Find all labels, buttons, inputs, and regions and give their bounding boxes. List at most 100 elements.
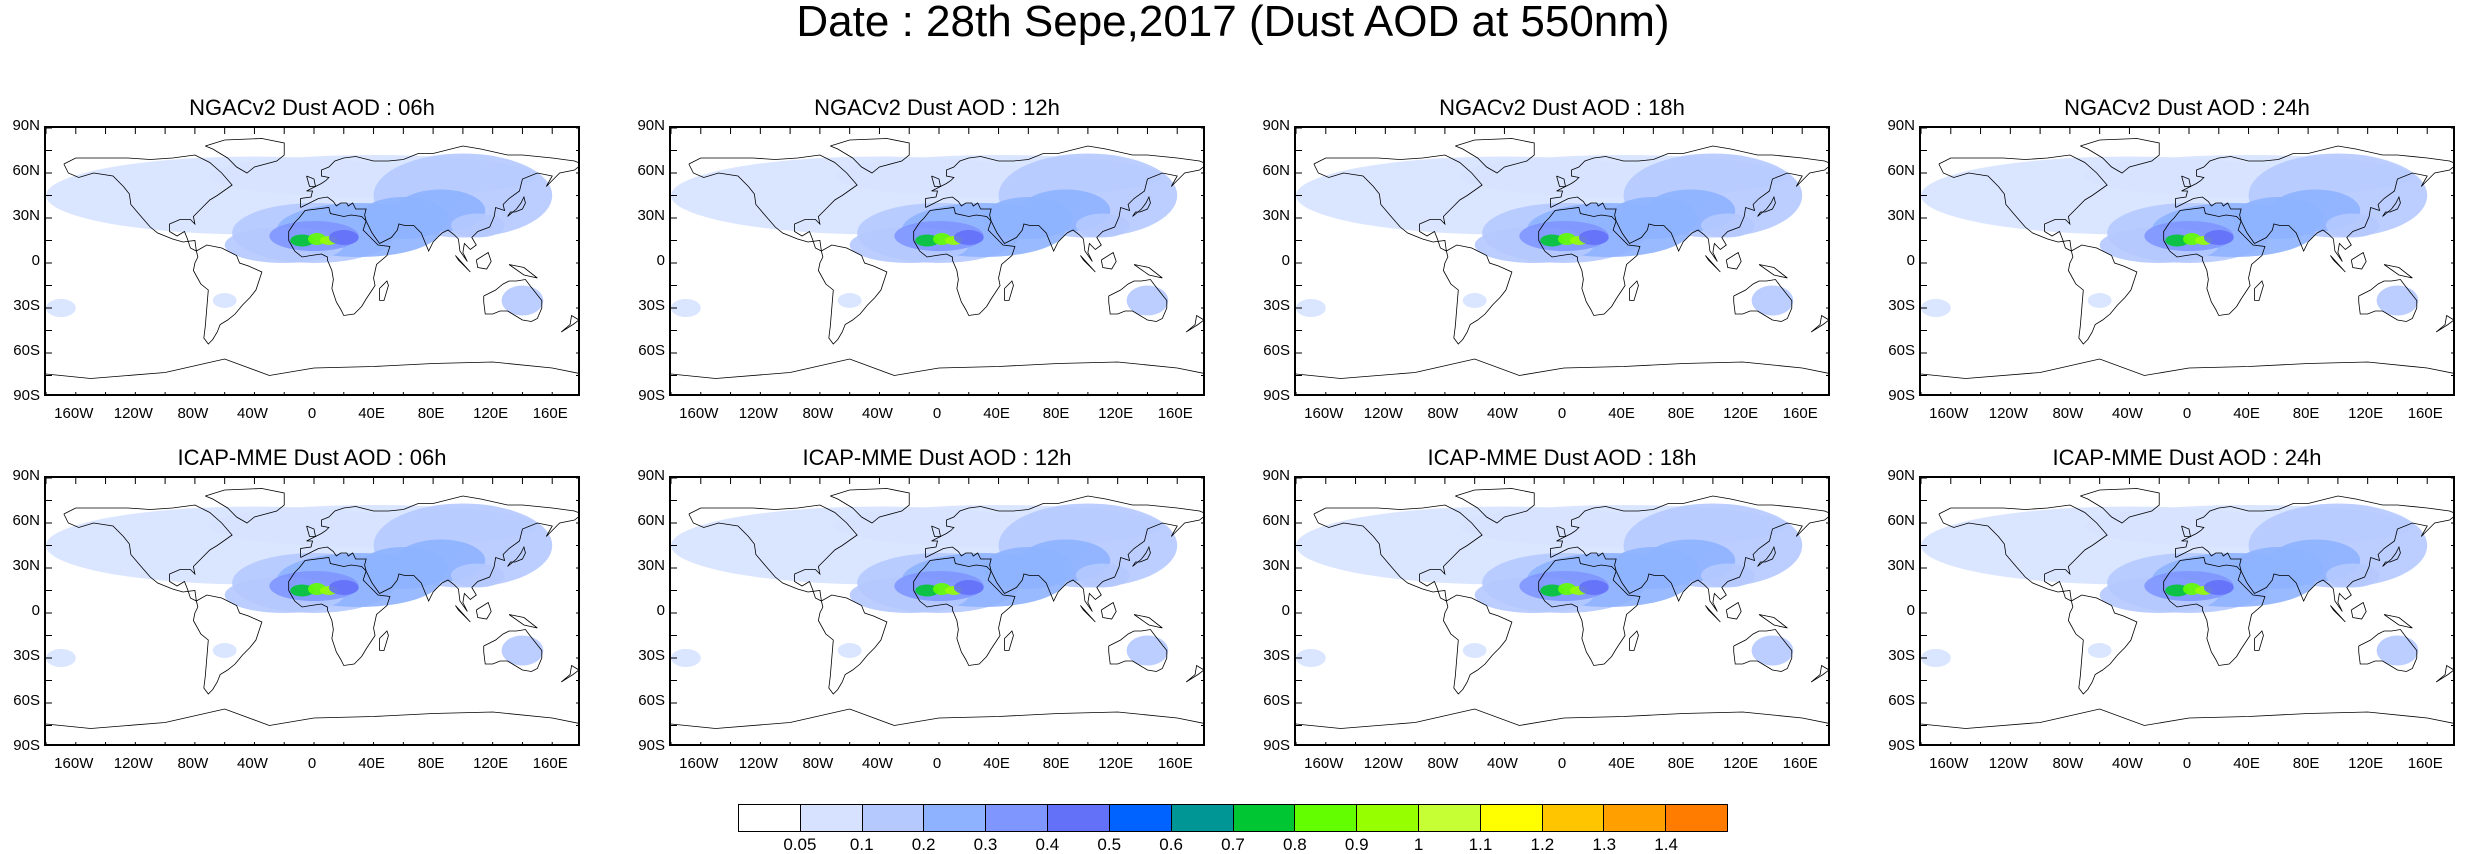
dust-plume bbox=[671, 299, 701, 317]
colorbar-cell bbox=[1295, 805, 1358, 831]
coastline bbox=[46, 708, 578, 729]
coastline bbox=[925, 145, 1203, 262]
coastline bbox=[475, 601, 492, 620]
panel-title: NGACv2 Dust AOD : 18h bbox=[1439, 95, 1685, 120]
lon-label: 80E bbox=[2292, 755, 2320, 772]
coastline bbox=[483, 629, 543, 672]
coastline bbox=[2254, 280, 2264, 301]
colorbar-cell bbox=[1480, 805, 1543, 831]
coastline bbox=[2435, 314, 2453, 333]
coastline bbox=[1296, 708, 1828, 729]
coastline bbox=[2067, 594, 2138, 695]
colorbar-label: 0.8 bbox=[1283, 835, 1307, 854]
dust-plume bbox=[328, 580, 359, 595]
lon-label: 160E bbox=[2407, 755, 2443, 772]
dust-plume bbox=[2376, 635, 2419, 666]
coastline bbox=[2435, 664, 2453, 683]
lon-label: 40E bbox=[983, 405, 1010, 422]
lon-label: 160W bbox=[54, 405, 94, 422]
lon-label: 160W bbox=[1304, 755, 1344, 772]
lon-label: 80W bbox=[177, 405, 209, 422]
dust-plume bbox=[1540, 584, 1564, 597]
lon-label: 160W bbox=[679, 755, 719, 772]
world-map bbox=[46, 478, 578, 744]
colorbar-cell bbox=[1418, 805, 1481, 831]
lon-label: 40W bbox=[862, 405, 893, 422]
lat-label: 30N bbox=[1887, 557, 1915, 574]
dust-plume bbox=[2203, 580, 2234, 595]
map-panel bbox=[669, 126, 1205, 396]
lat-label: 0 bbox=[31, 602, 40, 619]
dust-plume bbox=[1126, 635, 1169, 666]
lon-label: 40W bbox=[1487, 405, 1518, 422]
world-map bbox=[1921, 478, 2453, 744]
dust-plume bbox=[2376, 285, 2419, 316]
coastline bbox=[1725, 601, 1742, 620]
lat-label: 90N bbox=[1887, 467, 1915, 484]
coastline bbox=[1296, 358, 1828, 379]
coastline bbox=[817, 244, 888, 345]
lon-label: 40W bbox=[237, 755, 268, 772]
dust-plume bbox=[837, 293, 862, 308]
lat-label: 60S bbox=[1888, 342, 1915, 359]
lon-label: 160W bbox=[679, 405, 719, 422]
dust-plume bbox=[1700, 563, 1755, 588]
lon-label: 120W bbox=[1363, 405, 1403, 422]
colorbar-cell bbox=[1666, 805, 1727, 831]
coastline bbox=[507, 195, 526, 217]
coastline bbox=[1538, 557, 1641, 666]
colorbar-label: 1.3 bbox=[1592, 835, 1617, 854]
lon-label: 40E bbox=[1608, 405, 1635, 422]
coastline bbox=[2175, 495, 2453, 612]
coastline bbox=[1705, 605, 1721, 623]
lon-label: 120E bbox=[473, 755, 509, 772]
coastline bbox=[1455, 488, 1535, 524]
lat-label: 60N bbox=[1887, 162, 1915, 179]
dust-plume bbox=[450, 563, 505, 588]
coastline bbox=[925, 495, 1203, 612]
lat-label: 90S bbox=[1263, 737, 1290, 754]
coastline bbox=[671, 358, 1203, 379]
coastline bbox=[1550, 495, 1828, 612]
panel-title: ICAP-MME Dust AOD : 06h bbox=[177, 445, 447, 470]
coastline bbox=[192, 244, 263, 345]
coastline bbox=[817, 594, 888, 695]
lon-label: 160E bbox=[1782, 405, 1818, 422]
dust-plume bbox=[1296, 299, 1326, 317]
lon-label: 120E bbox=[473, 405, 509, 422]
coastline bbox=[2067, 244, 2138, 345]
map-panel bbox=[44, 476, 580, 746]
dust-plume bbox=[953, 230, 984, 245]
lon-label: 120E bbox=[1723, 755, 1759, 772]
lon-label: 80W bbox=[177, 755, 209, 772]
colorbar-cell bbox=[1233, 805, 1296, 831]
coastline bbox=[483, 279, 543, 322]
dust-plume bbox=[2203, 230, 2234, 245]
map-panel bbox=[669, 476, 1205, 746]
coastline bbox=[2181, 525, 2191, 537]
dust-plume bbox=[2325, 563, 2380, 588]
map-panel bbox=[1919, 476, 2455, 746]
coastline bbox=[2383, 264, 2413, 279]
lat-label: 30S bbox=[13, 647, 40, 664]
coastline bbox=[2383, 614, 2413, 629]
lat-label: 90N bbox=[1262, 117, 1290, 134]
coastline bbox=[2080, 138, 2160, 174]
lat-label: 0 bbox=[31, 252, 40, 269]
coastline bbox=[931, 525, 941, 537]
colorbar-cell bbox=[862, 805, 925, 831]
colorbar-label: 0.3 bbox=[973, 835, 998, 854]
coastline bbox=[913, 207, 1016, 316]
lon-label: 40E bbox=[983, 755, 1010, 772]
panel-title: ICAP-MME Dust AOD : 18h bbox=[1427, 445, 1697, 470]
colorbar-cell bbox=[1048, 805, 1110, 831]
lat-label: 90N bbox=[1887, 117, 1915, 134]
world-map bbox=[1296, 478, 1828, 744]
dust-plume bbox=[328, 230, 359, 245]
coastline bbox=[1556, 525, 1566, 537]
coastline bbox=[1550, 145, 1828, 262]
lat-label: 60N bbox=[637, 162, 665, 179]
coastline bbox=[475, 251, 492, 270]
dust-plume bbox=[1540, 234, 1564, 247]
coastline bbox=[288, 207, 391, 316]
